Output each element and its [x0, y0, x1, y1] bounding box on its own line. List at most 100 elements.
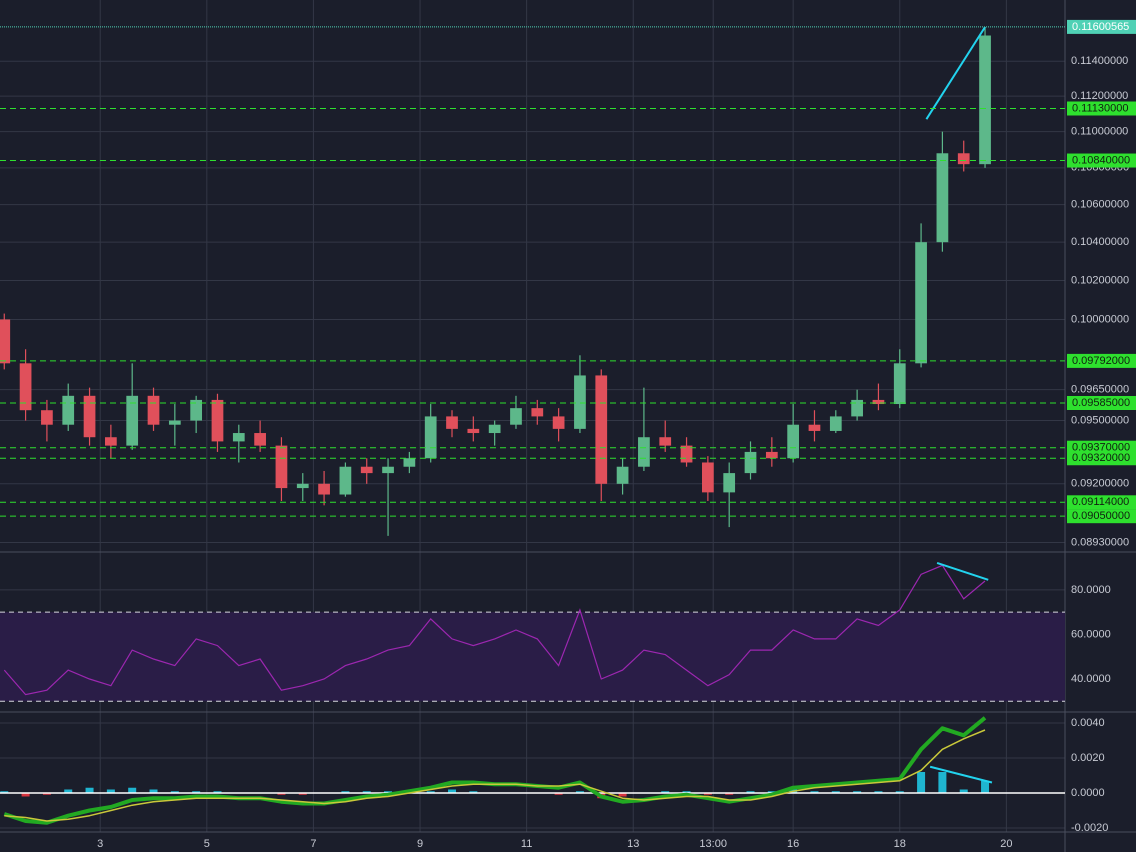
- price-badge: [1067, 451, 1136, 466]
- histogram-bar: [192, 791, 201, 793]
- candle-body: [915, 242, 927, 364]
- histogram-bar: [746, 791, 755, 793]
- histogram-bar: [554, 792, 563, 795]
- x-tick-label: 13: [627, 838, 639, 850]
- histogram-bar: [469, 791, 478, 793]
- candle-body: [360, 466, 373, 474]
- candle-body: [979, 35, 991, 165]
- histogram-bar: [682, 791, 691, 793]
- candle-body: [808, 424, 821, 431]
- y-tick-label: 60.0000: [1071, 628, 1111, 640]
- price-label: 0.09585000: [1072, 397, 1130, 409]
- candle-body: [488, 424, 501, 434]
- candle-body: [744, 451, 757, 474]
- candle-body: [211, 399, 224, 442]
- y-tick-label: 0.08930000: [1071, 536, 1129, 548]
- histogram-bar: [767, 791, 776, 793]
- x-tick-label: 5: [204, 838, 210, 850]
- histogram-bar: [725, 792, 734, 795]
- histogram-bar: [298, 792, 307, 795]
- price-label: 0.09320000: [1072, 452, 1130, 464]
- candle-body: [254, 433, 266, 446]
- candle-body: [872, 399, 885, 405]
- x-tick-label: 3: [97, 838, 103, 850]
- histogram-bar: [959, 789, 968, 793]
- y-tick-label: 0.09500000: [1071, 414, 1129, 426]
- histogram-bar: [618, 792, 627, 797]
- price-badge: [1067, 19, 1136, 34]
- histogram-bar: [384, 791, 393, 793]
- band: [0, 612, 1065, 702]
- candle-body: [424, 416, 437, 459]
- candle-body: [275, 445, 288, 489]
- candle-body: [574, 375, 586, 429]
- y-tick-label: 0.10400000: [1071, 236, 1129, 248]
- histogram-bar: [874, 791, 883, 793]
- histogram-bar: [0, 791, 9, 793]
- x-tick-label: 9: [417, 838, 423, 850]
- histogram-bar: [170, 791, 179, 793]
- candle-body: [318, 483, 330, 495]
- candle-body: [403, 458, 416, 467]
- x-tick-label: 16: [787, 838, 799, 850]
- candle-body: [936, 153, 949, 243]
- x-tick-label: 13:00: [699, 838, 727, 850]
- price-label: 0.09050000: [1072, 510, 1130, 522]
- y-tick-label: -0.0020: [1071, 822, 1108, 834]
- candle-body: [467, 428, 480, 434]
- histogram-bar: [149, 789, 158, 793]
- histogram-bar: [575, 791, 584, 793]
- y-tick-label: 0.09200000: [1071, 478, 1129, 490]
- histogram-bar: [661, 791, 670, 793]
- price-badge: [1067, 495, 1136, 510]
- histogram-bar: [938, 772, 947, 793]
- histogram-bar: [917, 772, 926, 793]
- candle-body: [19, 363, 32, 411]
- y-tick-label: 80.0000: [1071, 584, 1111, 596]
- histogram-bar: [106, 789, 115, 793]
- x-tick-label: 18: [894, 838, 906, 850]
- candle-body: [296, 483, 309, 489]
- histogram-bar: [21, 792, 30, 797]
- y-tick-label: 0.0000: [1071, 787, 1105, 799]
- trendline: [929, 765, 993, 784]
- candle-body: [531, 408, 544, 417]
- price-badge: [1067, 101, 1136, 116]
- candle-body: [829, 416, 842, 431]
- histogram-bar: [128, 787, 137, 793]
- candle-body: [595, 375, 608, 484]
- candle-body: [339, 466, 352, 495]
- price-label: 0.09792000: [1072, 355, 1130, 367]
- histogram-bar: [703, 792, 712, 795]
- trendline: [936, 561, 989, 581]
- price-label: 0.11130000: [1072, 102, 1128, 114]
- candle-body: [41, 410, 53, 425]
- candle-body: [147, 395, 160, 425]
- histogram-bar: [85, 787, 94, 793]
- candle-body: [446, 416, 458, 429]
- candle-body: [957, 153, 970, 165]
- price-label: 0.11600565: [1072, 21, 1129, 33]
- candle-body: [659, 437, 672, 446]
- y-tick-label: 0.10200000: [1071, 274, 1129, 286]
- trendline: [925, 26, 986, 120]
- y-tick-label: 0.0020: [1071, 752, 1105, 764]
- candle-body: [510, 408, 522, 425]
- price-label: 0.09370000: [1072, 442, 1130, 454]
- y-tick-label: 0.0040: [1071, 717, 1105, 729]
- candle-body: [552, 416, 565, 429]
- y-tick-label: 0.10600000: [1071, 199, 1129, 211]
- candle-body: [0, 319, 11, 364]
- candle-body: [893, 363, 906, 405]
- candle-body: [126, 395, 139, 446]
- x-tick-label: 11: [521, 838, 532, 850]
- candle-body: [680, 445, 693, 463]
- price-badge: [1067, 353, 1136, 368]
- histogram-bar: [981, 780, 990, 793]
- histogram-bar: [213, 791, 222, 793]
- x-tick-label: 7: [310, 838, 316, 850]
- histogram-bar: [895, 791, 904, 793]
